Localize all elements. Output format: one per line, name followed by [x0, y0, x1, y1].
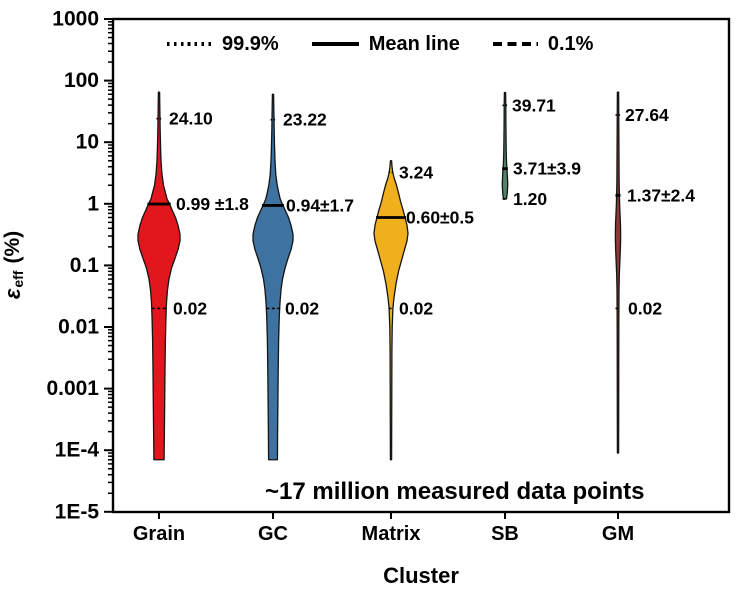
dashed-line-icon: [492, 42, 538, 46]
y-axis-unit: (%): [1, 230, 24, 264]
annotation-p999-sb: 39.71: [512, 95, 556, 115]
epsilon-symbol: ε: [0, 288, 25, 300]
y-tick-label: 0.001: [46, 377, 99, 400]
annotation-p01-matrix: 0.02: [399, 298, 433, 318]
y-tick-label: 1: [87, 192, 99, 215]
dotted-line-icon: [167, 42, 212, 46]
annotation-mean-matrix: 0.60±0.5: [406, 207, 474, 227]
legend-label-p01: 0.1%: [547, 33, 594, 55]
x-category-label-sb: SB: [491, 523, 519, 545]
y-tick-label: 0.1: [70, 254, 100, 277]
annotation-p01-grain: 0.02: [173, 298, 207, 318]
y-tick-label: 1E-5: [55, 500, 100, 523]
x-axis-title: Cluster: [383, 563, 459, 588]
y-tick-label: 10: [76, 131, 99, 154]
x-category-label-matrix: Matrix: [362, 523, 421, 545]
y-tick-label: 100: [64, 69, 99, 92]
violin-gm: [614, 91, 622, 454]
solid-line-icon: [311, 42, 359, 46]
x-category-label-grain: Grain: [133, 523, 185, 545]
annotation-mean-gm: 1.37±2.4: [627, 185, 695, 205]
plot-frame: [111, 17, 731, 514]
annotation-p999-gc: 23.22: [283, 110, 327, 130]
annotation-p01-sb: 1.20: [513, 189, 547, 209]
x-category-label-gc: GC: [258, 523, 288, 545]
annotation-mean-grain: 0.99 ±1.8: [176, 194, 249, 214]
legend-item-p999: 99.9%: [167, 32, 279, 56]
violin-grain: [137, 91, 181, 461]
epsilon-subscript: eff: [10, 270, 26, 288]
legend-item-mean: Mean line: [311, 32, 460, 56]
legend: 99.9% Mean line 0.1%: [167, 32, 593, 56]
annotation-p999-grain: 24.10: [169, 109, 213, 129]
y-axis-title: ε eff (%): [0, 200, 26, 330]
legend-item-p01: 0.1%: [492, 32, 594, 56]
x-category-label-gm: GM: [602, 523, 634, 545]
annotation-p999-matrix: 3.24: [399, 162, 433, 182]
legend-label-mean: Mean line: [368, 33, 460, 55]
annotation-mean-sb: 3.71±3.9: [513, 159, 581, 179]
y-tick-label: 0.01: [58, 316, 99, 339]
legend-label-p999: 99.9%: [222, 33, 279, 55]
annotation-mean-gc: 0.94±1.7: [286, 195, 354, 215]
annotation-p01-gc: 0.02: [285, 298, 319, 318]
violin-gc: [252, 93, 294, 461]
y-tick-label: 1E-4: [55, 439, 100, 462]
annotation-p01-gm: 0.02: [628, 298, 662, 318]
data-points-note: ~17 million measured data points: [265, 478, 645, 505]
violin-sb: [501, 91, 509, 200]
annotation-p999-gm: 27.64: [625, 105, 669, 125]
violin-matrix: [373, 160, 409, 461]
y-tick-label: 1000: [52, 8, 99, 31]
